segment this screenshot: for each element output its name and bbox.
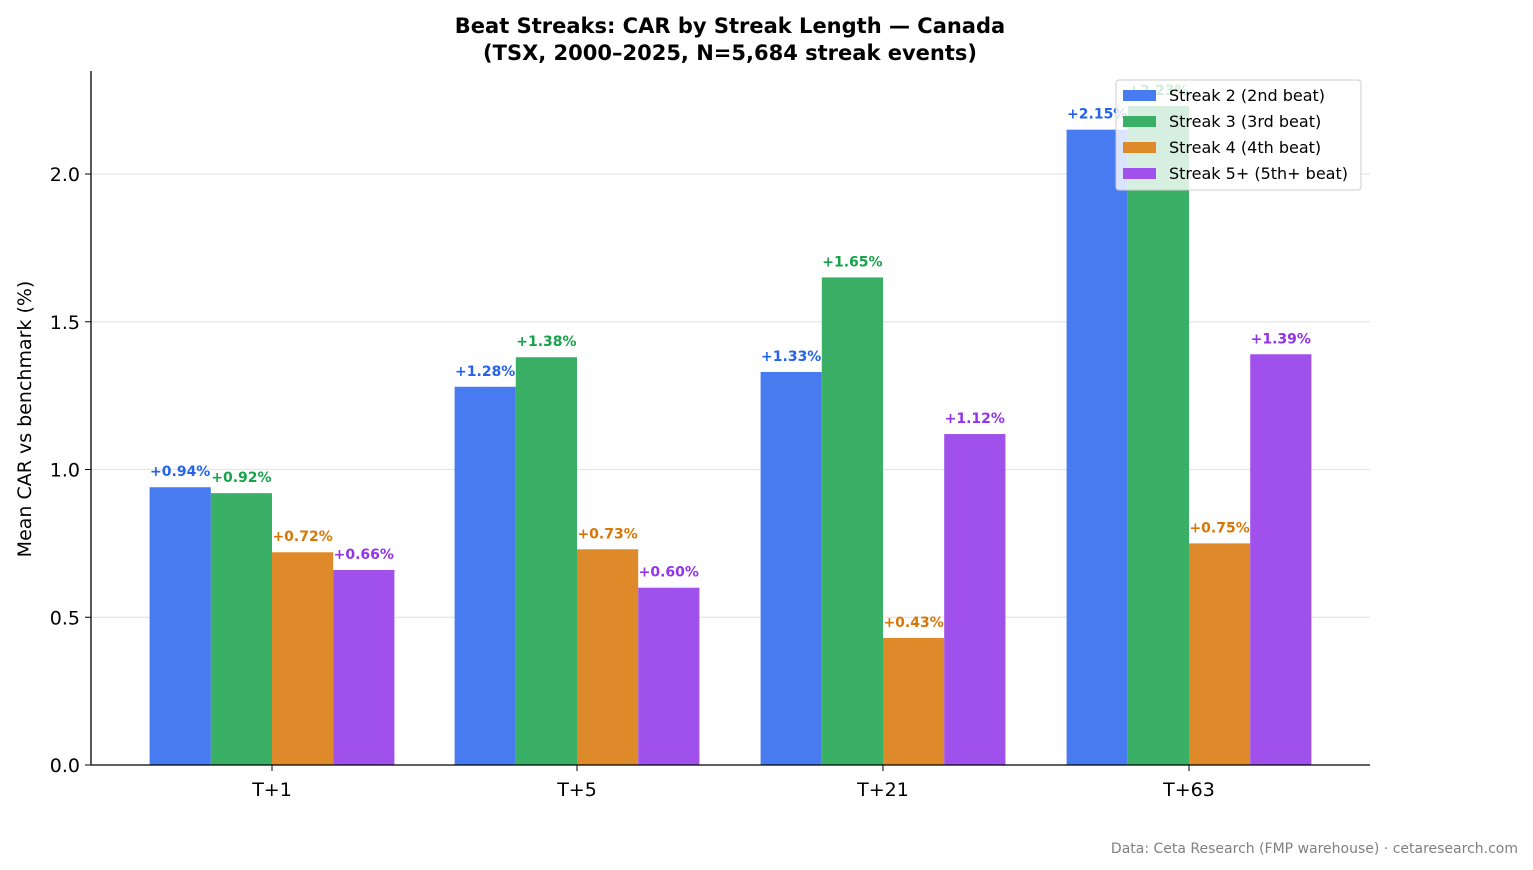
- bar: [1250, 354, 1312, 765]
- data-label: +1.33%: [761, 349, 821, 365]
- legend: [1115, 79, 1362, 191]
- y-tick-label: 0.5: [50, 607, 80, 629]
- y-tick-label: 2.0: [50, 164, 80, 186]
- legend-label: Streak 4 (4th beat): [1169, 138, 1321, 157]
- chart-subtitle: (TSX, 2000–2025, N=5,684 streak events): [483, 41, 977, 65]
- legend-swatch: [1123, 90, 1156, 101]
- bar: [638, 587, 700, 765]
- data-label: +1.39%: [1251, 331, 1311, 347]
- bar: [577, 549, 639, 765]
- legend-label: Streak 2 (2nd beat): [1169, 86, 1325, 105]
- bar: [515, 357, 577, 765]
- bar: [1127, 106, 1189, 765]
- data-label: +0.73%: [577, 526, 637, 542]
- data-label: +1.12%: [945, 411, 1005, 427]
- data-label: +0.66%: [334, 547, 394, 563]
- legend-swatch: [1123, 116, 1156, 127]
- chart-title: Beat Streaks: CAR by Streak Length — Can…: [455, 14, 1005, 38]
- y-tick-label: 0.0: [50, 755, 80, 777]
- legend-swatch: [1123, 168, 1156, 179]
- bar: [454, 386, 516, 765]
- x-tick-label: T+63: [1162, 779, 1215, 801]
- bar: [149, 487, 211, 765]
- data-label: +1.28%: [455, 364, 515, 380]
- data-label: +0.60%: [639, 565, 699, 581]
- bar: [944, 434, 1006, 765]
- legend-swatch: [1123, 142, 1156, 153]
- data-label: +0.94%: [150, 464, 210, 480]
- legend-label: Streak 3 (3rd beat): [1169, 112, 1321, 131]
- x-tick-label: T+5: [556, 779, 597, 801]
- bar: [272, 552, 334, 765]
- data-label: +0.72%: [272, 529, 332, 545]
- x-tick-label: T+21: [856, 779, 909, 801]
- bar: [1189, 543, 1251, 765]
- y-tick-label: 1.0: [50, 460, 80, 482]
- x-tick-label: T+1: [251, 779, 292, 801]
- data-label: +1.38%: [516, 334, 576, 350]
- data-label: +2.15%: [1067, 107, 1127, 123]
- bar: [883, 637, 945, 765]
- y-axis-label: Mean CAR vs benchmark (%): [14, 281, 36, 558]
- legend-label: Streak 5+ (5th+ beat): [1169, 164, 1348, 183]
- bar: [821, 277, 883, 765]
- data-label: +0.43%: [883, 615, 943, 631]
- bar: [333, 569, 395, 765]
- data-label: +1.65%: [822, 254, 882, 270]
- footer-credit: Data: Ceta Research (FMP warehouse) · ce…: [1111, 841, 1518, 857]
- bar: [1066, 129, 1128, 766]
- bar: [760, 371, 822, 765]
- y-tick-label: 1.5: [50, 312, 80, 334]
- data-label: +0.75%: [1189, 520, 1249, 536]
- data-label: +0.92%: [211, 470, 271, 486]
- bar: [210, 493, 272, 765]
